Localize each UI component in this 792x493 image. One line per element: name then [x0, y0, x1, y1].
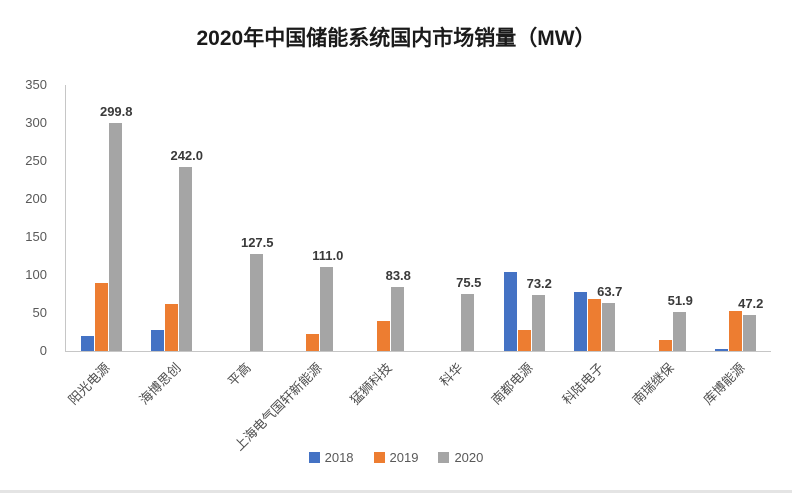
legend-swatch — [308, 452, 320, 463]
bar-2020 — [108, 123, 122, 351]
category-label: 科陆电子 — [559, 360, 607, 408]
y-tick-label: 150 — [25, 228, 47, 244]
bar-2020 — [249, 254, 263, 351]
value-label: 242.0 — [170, 148, 204, 164]
y-tick-label: 350 — [25, 77, 47, 92]
legend-label: 2020 — [454, 450, 484, 465]
category-label: 猛狮科技 — [347, 360, 395, 408]
bar-group: 111.0 — [278, 85, 349, 351]
category-label: 海博思创 — [136, 360, 184, 408]
x-axis: 阳光电源 海博思创 平高 上海电气国轩新能源 猛狮科技 科华 南都电源 科陆电子 南瑞继保 库博能… — [65, 352, 770, 453]
bar-2019 — [658, 339, 672, 351]
bar-2020 — [672, 311, 686, 351]
bar-2018 — [151, 330, 165, 351]
bar-2018 — [574, 292, 588, 351]
bar-2019 — [306, 334, 320, 351]
legend-label: 2019 — [389, 450, 419, 465]
y-axis: 0 50 100 150 200 250 300 350 — [0, 77, 56, 358]
category-label: 库博能源 — [700, 360, 748, 408]
bar-group: 47.2 — [701, 85, 772, 351]
value-label: 75.5 — [456, 274, 482, 290]
bar-group: 127.5 — [207, 85, 278, 351]
y-tick-label: 200 — [25, 191, 47, 206]
value-label: 63.7 — [597, 283, 623, 299]
bar-2020 — [743, 315, 757, 351]
legend-item-2018: 2018 — [308, 450, 354, 465]
category-label: 南都电源 — [488, 360, 536, 408]
value-label: 127.5 — [240, 235, 274, 251]
bar-group: 83.8 — [348, 85, 419, 351]
bar-group: 75.5 — [419, 85, 490, 351]
bar-2020 — [179, 167, 193, 351]
bar-2019 — [165, 303, 179, 351]
bar-2019 — [517, 329, 531, 351]
bar-2019 — [588, 299, 602, 351]
bar-2020 — [320, 266, 334, 351]
value-label: 299.8 — [99, 104, 133, 120]
bar-2020 — [390, 287, 404, 351]
legend-swatch — [438, 452, 450, 463]
legend-item-2019: 2019 — [373, 450, 419, 465]
bar-2020 — [602, 302, 616, 351]
y-tick-label: 250 — [25, 152, 47, 168]
category-label: 科华 — [436, 360, 466, 390]
y-tick-label: 50 — [32, 305, 47, 320]
category-label: 阳光电源 — [65, 360, 113, 408]
y-tick-label: 300 — [25, 114, 47, 130]
plot-area: 299.8 242.0 127.5 111.0 83.8 75.5 73.2 63.7 51.9… — [65, 85, 771, 352]
value-label: 47.2 — [738, 296, 764, 312]
legend-label: 2018 — [324, 450, 354, 465]
bar-2019 — [729, 310, 743, 351]
bar-group: 299.8 — [66, 85, 137, 351]
bar-group: 63.7 — [560, 85, 631, 351]
bar-2018 — [715, 348, 729, 351]
legend: 2018 2019 2020 — [0, 450, 792, 465]
bar-group: 242.0 — [137, 85, 208, 351]
bar-2019 — [376, 320, 390, 351]
bar-2020 — [531, 295, 545, 351]
bar-group: 73.2 — [489, 85, 560, 351]
bar-2018 — [80, 335, 94, 351]
value-label: 111.0 — [312, 247, 344, 263]
category-label: 平高 — [224, 360, 254, 390]
y-tick-label: 100 — [25, 267, 47, 282]
bar-2018 — [503, 271, 517, 351]
bar-2020 — [461, 293, 475, 351]
chart-title: 2020年中国储能系统国内市场销量（MW） — [196, 27, 596, 50]
category-label: 南瑞继保 — [629, 360, 677, 408]
y-tick-label: 0 — [39, 343, 47, 358]
value-label: 51.9 — [667, 292, 693, 308]
bar-2019 — [94, 282, 108, 351]
bar-group: 51.9 — [630, 85, 701, 351]
value-label: 83.8 — [385, 268, 411, 284]
legend-swatch — [373, 452, 385, 463]
value-label: 73.2 — [526, 276, 552, 292]
legend-item-2020: 2020 — [438, 450, 483, 465]
